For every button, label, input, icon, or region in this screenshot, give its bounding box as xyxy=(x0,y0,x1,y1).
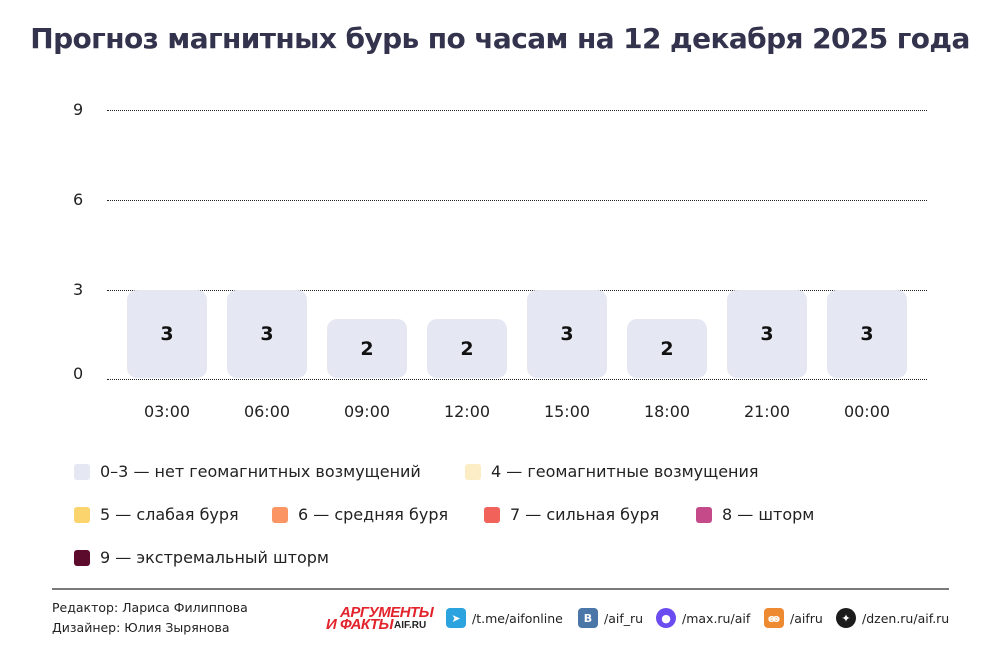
social-link-label: /t.me/aifonline xyxy=(472,610,563,626)
odnoklassniki-icon: ꙭ xyxy=(764,608,784,628)
x-tick-label: 15:00 xyxy=(543,402,591,421)
bar-2100: 3 xyxy=(727,290,807,378)
social-link-label: /dzen.ru/aif.ru xyxy=(862,610,950,626)
y-tick-label: 9 xyxy=(73,100,84,119)
legend-swatch xyxy=(74,549,90,566)
gridline-3 xyxy=(107,290,927,291)
bar-chart: 9 6 3 0 3 3 2 2 3 2 3 3 03:00 06:00 09:0… xyxy=(73,100,927,421)
x-tick-label: 06:00 xyxy=(243,402,291,421)
bar-0300: 3 xyxy=(127,290,207,378)
bar-1200: 2 xyxy=(427,319,507,378)
y-tick-label: 3 xyxy=(73,280,84,299)
legend-swatch xyxy=(696,506,712,523)
social-link-label: /aifru xyxy=(790,610,823,626)
legend-swatch xyxy=(74,506,90,523)
gridline-6 xyxy=(107,200,927,201)
bar-value-label: 2 xyxy=(660,337,674,360)
dzen-icon: ✦ xyxy=(836,608,856,628)
logo-line-3: AIF.RU xyxy=(394,620,427,631)
gridline-9 xyxy=(107,110,927,111)
aif-logo[interactable]: АРГУМЕНТЫ И ФАКТЫ AIF.RU xyxy=(326,604,436,633)
gridline-0 xyxy=(107,379,927,380)
bar-value-label: 3 xyxy=(260,323,274,345)
x-tick-label: 03:00 xyxy=(143,402,191,421)
bar-0600: 3 xyxy=(227,290,307,378)
bar-1500: 3 xyxy=(527,290,607,378)
y-tick-label: 0 xyxy=(73,364,84,383)
legend-label: 5 — слабая буря xyxy=(100,505,239,524)
legend-label: 4 — геомагнитные возмущения xyxy=(491,462,759,481)
bar-value-label: 3 xyxy=(560,323,574,345)
footer-divider xyxy=(52,588,949,590)
max-icon: ● xyxy=(656,608,676,628)
legend-label: 7 — сильная буря xyxy=(510,505,660,524)
legend-item: 4 — геомагнитные возмущения xyxy=(465,462,759,481)
legend-item: 0–3 — нет геомагнитных возмущений xyxy=(74,462,421,481)
x-tick-label: 18:00 xyxy=(643,402,691,421)
legend-item: 5 — слабая буря xyxy=(74,505,239,524)
bar-value-label: 2 xyxy=(360,337,374,360)
bar-value-label: 3 xyxy=(160,323,174,345)
logo-line-1: АРГУМЕНТЫ xyxy=(340,604,434,621)
social-link-dzen[interactable]: ✦ /dzen.ru/aif.ru xyxy=(836,608,949,628)
social-link-odnoklassniki[interactable]: ꙭ /aifru xyxy=(764,608,823,628)
legend-swatch xyxy=(272,506,288,523)
y-tick-label: 6 xyxy=(73,190,84,209)
bar-value-label: 2 xyxy=(460,337,474,360)
bar-value-label: 3 xyxy=(860,323,874,345)
x-tick-label: 21:00 xyxy=(743,402,791,421)
telegram-icon: ➤ xyxy=(446,608,466,628)
bar-1800: 2 xyxy=(627,319,707,378)
vk-icon: В xyxy=(578,608,598,628)
legend-label: 8 — шторм xyxy=(722,505,815,524)
bar-0900: 2 xyxy=(327,319,407,378)
social-link-label: /max.ru/aif xyxy=(682,610,751,626)
x-tick-label: 00:00 xyxy=(843,402,891,421)
designer-credit: Дизайнер: Юлия Зырянова xyxy=(52,620,230,635)
legend-item: 9 — экстремальный шторм xyxy=(74,548,329,567)
bar-0000: 3 xyxy=(827,290,907,378)
social-link-max[interactable]: ● /max.ru/aif xyxy=(656,608,750,628)
x-tick-label: 09:00 xyxy=(343,402,391,421)
x-tick-label: 12:00 xyxy=(443,402,491,421)
social-link-telegram[interactable]: ➤ /t.me/aifonline xyxy=(446,608,563,628)
legend-label: 0–3 — нет геомагнитных возмущений xyxy=(100,462,421,481)
editor-credit: Редактор: Лариса Филиппова xyxy=(52,600,248,615)
legend-item: 8 — шторм xyxy=(696,505,814,524)
logo-line-2: И ФАКТЫ xyxy=(326,616,394,633)
legend-label: 9 — экстремальный шторм xyxy=(100,548,329,567)
chart-title: Прогноз магнитных бурь по часам на 12 де… xyxy=(30,22,970,55)
legend-item: 7 — сильная буря xyxy=(484,505,659,524)
legend-swatch xyxy=(465,463,481,480)
legend-item: 6 — средняя буря xyxy=(272,505,448,524)
bar-value-label: 3 xyxy=(760,323,774,345)
legend-label: 6 — средняя буря xyxy=(298,505,449,524)
credits: Редактор: Лариса Филиппова Дизайнер: Юли… xyxy=(52,598,248,638)
legend-swatch xyxy=(74,463,90,480)
legend-swatch xyxy=(484,506,500,523)
social-link-vk[interactable]: В /aif_ru xyxy=(578,608,643,628)
social-link-label: /aif_ru xyxy=(604,610,644,626)
